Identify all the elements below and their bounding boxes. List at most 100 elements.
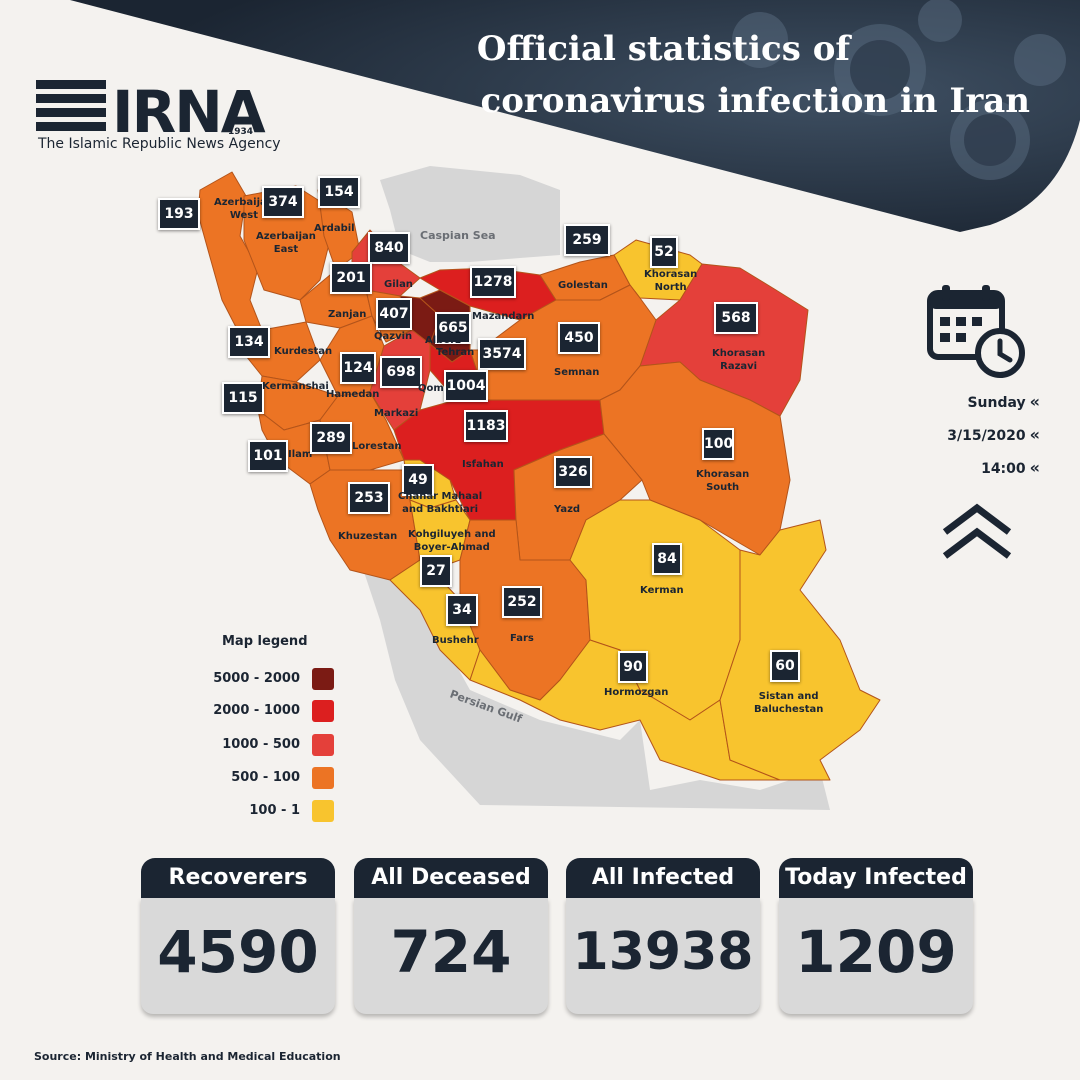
province-count-badge: 115 [222,382,264,414]
province-count-badge: 450 [558,322,600,354]
neighbouring-land [360,166,830,810]
province-name: Bushehr [432,635,479,646]
stat-value: 13938 [566,898,760,1014]
province-count-badge: 252 [502,586,542,618]
province-name: Ardabil [314,223,355,234]
legend-label: 100 - 1 [249,803,300,818]
province-count-badge: 154 [318,176,360,208]
stat-card-all-deceased: All Deceased 724 [354,858,548,1014]
logo-year: 1934 [228,127,254,137]
province-khorasan-south [599,361,791,556]
date-date-row: 3/15/2020 « [947,425,1040,444]
province-count-badge: 49 [402,464,434,496]
double-chevron-up-icon [942,503,1012,559]
legend-title: Map legend [222,634,308,649]
legend-swatch [312,767,334,789]
province-count-badge: 407 [376,298,412,330]
stat-card-today-infected: Today Infected 1209 [779,858,973,1014]
legend-label: 5000 - 2000 [213,671,300,686]
province-name: Kurdestan [274,346,333,357]
legend-swatch [312,668,334,690]
province-name: Khorasan North [644,269,698,293]
province-count-badge: 259 [564,224,610,256]
province-count-badge: 3574 [478,338,526,370]
province-name: Hamedan [326,389,380,400]
caspian-sea-label: Caspian Sea [420,229,496,242]
province-count-badge: 840 [368,232,410,264]
province-count-badge: 665 [435,312,471,344]
province-count-badge: 698 [380,356,422,388]
legend-label: 1000 - 500 [222,737,300,752]
province-name: Mazandarn [472,311,535,322]
province-count-badge: 100 [702,428,734,460]
double-chevron-left-icon: « [1029,392,1040,411]
province-count-badge: 1004 [444,370,488,402]
province-name: Kohgiluyeh and Boyer-Ahmad [408,529,496,553]
irna-logo [36,80,106,131]
province-name: Kermanshai [262,381,329,392]
province-name: Ilam [288,449,313,460]
province-name: Golestan [558,280,608,291]
stat-value: 1209 [779,898,973,1014]
province-count-badge: 90 [618,651,648,683]
stat-value: 724 [354,898,548,1014]
page-title-line1: Official statistics of [476,29,850,69]
iran-map [197,166,881,810]
province-count-badge: 27 [420,555,452,587]
province-name: Khorasan South [696,469,750,493]
legend-item: 1000 - 500 [200,734,334,756]
province-name: Tehran [436,347,475,358]
province-count-badge: 1278 [470,266,516,298]
double-chevron-left-icon: « [1029,425,1040,444]
province-name: Isfahan [462,459,504,470]
agency-name: The Islamic Republic News Agency [38,136,281,152]
stat-label: All Infected [566,858,760,898]
legend-swatch [312,800,334,822]
province-count-badge: 201 [330,262,372,294]
province-name: Kerman [640,585,684,596]
date-day: Sunday [967,395,1026,411]
date-day-row: Sunday « [967,392,1040,411]
province-name: Khorasan Razavi [712,348,766,372]
legend-swatch [312,734,334,756]
province-name: Yazd [554,504,581,515]
province-name: Markazi [374,408,419,419]
province-name: Sistan and Baluchestan [754,691,824,715]
legend-swatch [312,700,334,722]
province-name: Gilan [384,279,413,290]
province-name: Qom [418,383,444,394]
legend-label: 2000 - 1000 [213,703,300,718]
stat-label: All Deceased [354,858,548,898]
stat-value: 4590 [141,898,335,1014]
province-count-badge: 124 [340,352,376,384]
province-count-badge: 326 [554,456,592,488]
calendar-clock-icon [927,285,1025,378]
date-time-row: 14:00 « [981,458,1040,477]
province-name: Alborz [425,335,461,346]
province-count-badge: 34 [446,594,478,626]
province-count-badge: 84 [652,543,682,575]
province-ardabil [317,189,361,271]
date-date: 3/15/2020 [947,428,1026,444]
province-name: Hormozgan [604,687,669,698]
province-name: Zanjan [328,309,367,320]
legend-item: 2000 - 1000 [200,700,334,722]
province-count-badge: 253 [348,482,390,514]
province-count-badge: 289 [310,422,352,454]
stat-card-all-infected: All Infected 13938 [566,858,760,1014]
province-count-badge: 60 [770,650,800,682]
province-name: Khuzestan [338,531,398,542]
stat-label: Today Infected [779,858,973,898]
province-name: Azerbaijan West [214,197,274,221]
province-azerbaijan-west [197,171,263,336]
province-count-badge: 1183 [464,410,508,442]
stat-label: Recoverers [141,858,335,898]
legend-item: 500 - 100 [200,767,334,789]
double-chevron-left-icon: « [1029,458,1040,477]
province-count-badge: 568 [714,302,758,334]
stat-card-recoverers: Recoverers 4590 [141,858,335,1014]
province-count-badge: 374 [262,186,304,218]
legend-label: 500 - 100 [231,770,300,785]
province-name: Fars [510,633,534,644]
province-count-badge: 101 [248,440,288,472]
